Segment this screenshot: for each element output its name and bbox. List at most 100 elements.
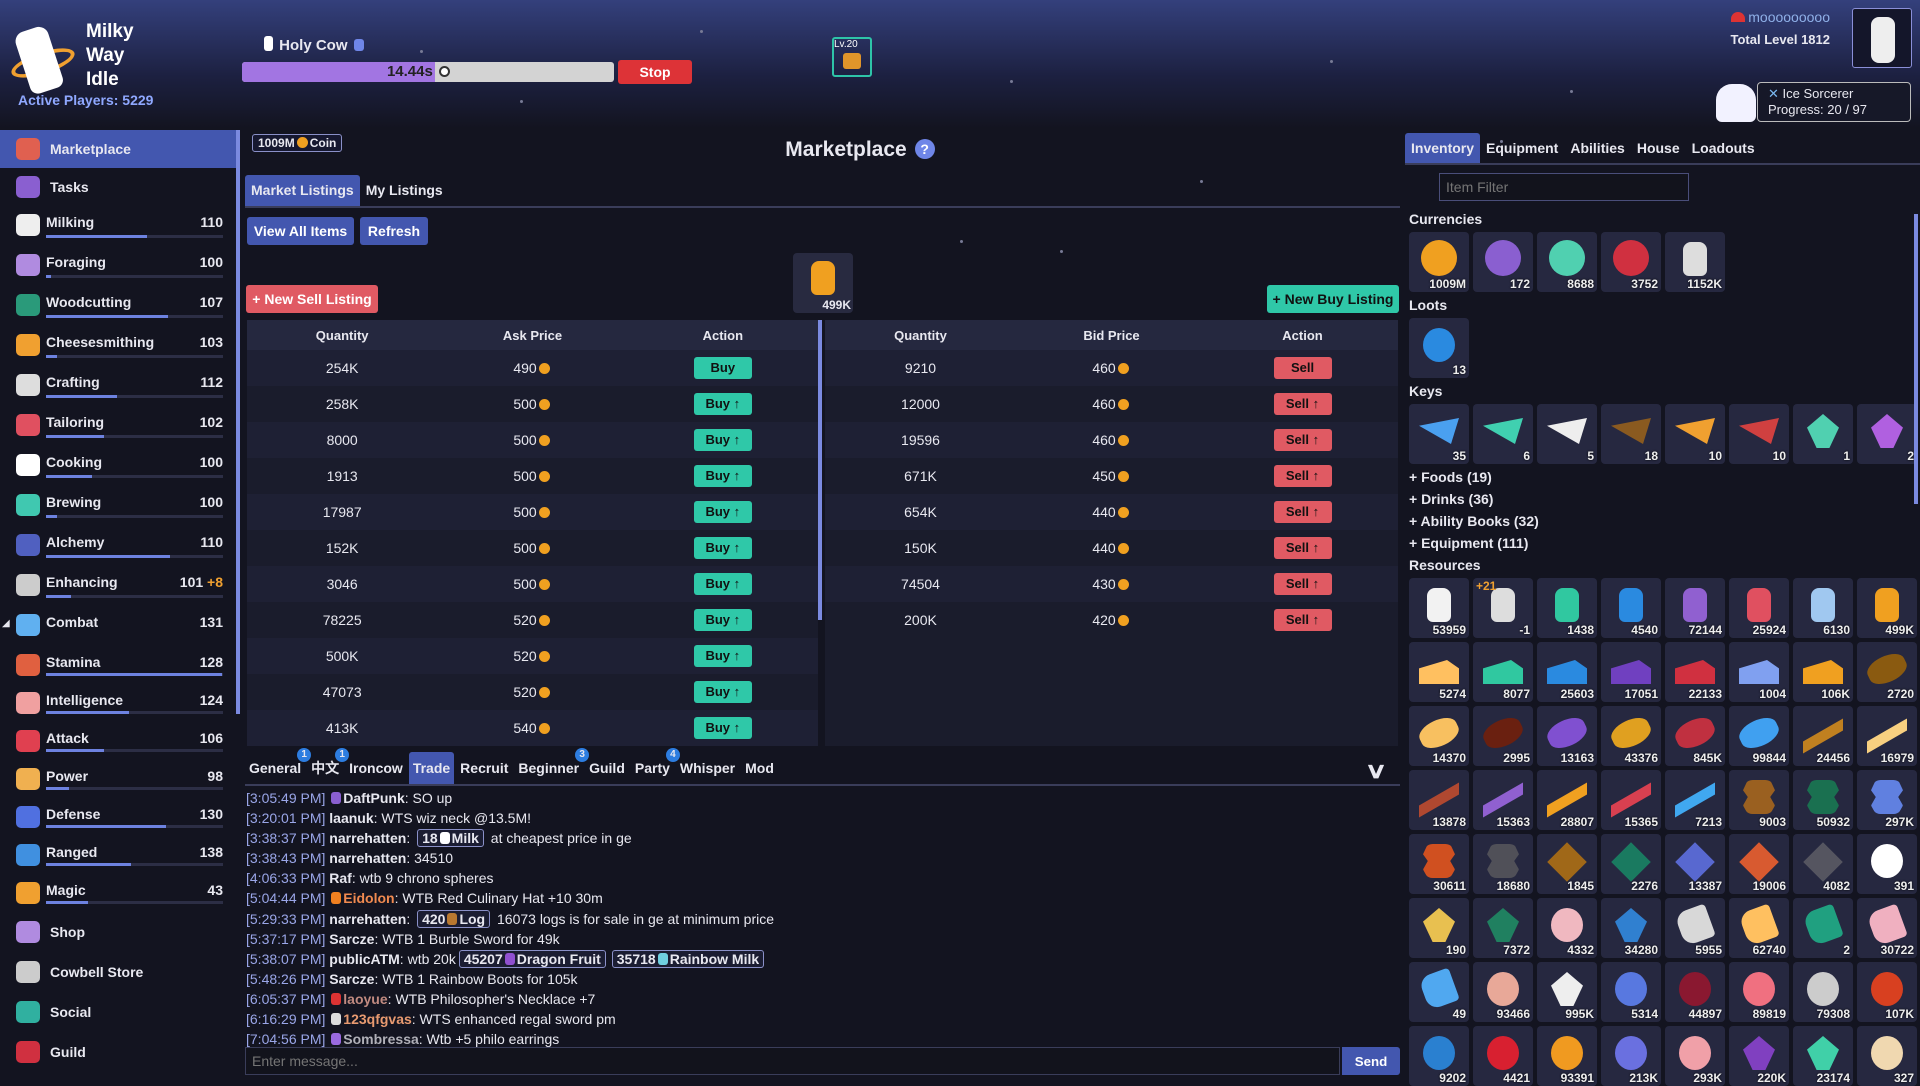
message-user[interactable]: narrehatten	[329, 850, 407, 867]
inventory-item[interactable]: 15363	[1473, 770, 1533, 830]
sidebar-item-tailoring[interactable]: Tailoring 102	[0, 406, 237, 446]
buy-button[interactable]: Buy ↑	[693, 537, 752, 559]
buy-button[interactable]: Buy	[693, 357, 752, 379]
inventory-item[interactable]: 24456	[1793, 706, 1853, 766]
buy-button[interactable]: Buy ↑	[693, 393, 752, 415]
inventory-item[interactable]: 1004	[1729, 642, 1789, 702]
message-user[interactable]: DaftPunk	[343, 790, 405, 806]
message-user[interactable]: laanuk	[329, 810, 374, 827]
sidebar-item-intelligence[interactable]: Intelligence 124	[0, 684, 237, 722]
inventory-item[interactable]: 995K	[1537, 962, 1597, 1022]
inventory-item[interactable]: 499K	[1857, 578, 1917, 638]
inventory-item[interactable]: 293K	[1665, 1026, 1725, 1086]
sidebar-item-cheesesmithing[interactable]: Cheesesmithing 103	[0, 326, 237, 366]
sidebar-item-cowbell-store[interactable]: Cowbell Store	[0, 952, 237, 992]
sidebar-item-shop[interactable]: Shop	[0, 912, 237, 952]
avatar[interactable]	[1852, 8, 1912, 68]
sidebar-item-magic[interactable]: Magic 43	[0, 874, 237, 912]
sidebar-item-cooking[interactable]: Cooking 100	[0, 446, 237, 486]
inventory-item[interactable]: 106K	[1793, 642, 1853, 702]
buy-button[interactable]: Buy ↑	[693, 501, 752, 523]
inventory-item[interactable]: +21 -1	[1473, 578, 1533, 638]
inventory-item[interactable]: 93466	[1473, 962, 1533, 1022]
message-user[interactable]: Raf	[329, 870, 352, 887]
inventory-item[interactable]: 6130	[1793, 578, 1853, 638]
inventory-item[interactable]: 7372	[1473, 898, 1533, 958]
inventory-item[interactable]: 2	[1793, 898, 1853, 958]
chat-input[interactable]	[245, 1047, 1340, 1075]
sidebar-item-crafting[interactable]: Crafting 112	[0, 366, 237, 406]
inventory-item[interactable]: 30722	[1857, 898, 1917, 958]
inventory-item[interactable]: 10	[1729, 404, 1789, 464]
inventory-item[interactable]: 13	[1409, 318, 1469, 378]
sidebar-item-power[interactable]: Power 98	[0, 760, 237, 798]
inventory-item[interactable]: 15365	[1601, 770, 1661, 830]
inventory-item[interactable]: 19006	[1729, 834, 1789, 894]
sidebar-item-marketplace[interactable]: Marketplace	[0, 130, 237, 168]
sell-button[interactable]: Sell ↑	[1273, 609, 1332, 631]
username[interactable]: mooooooooo	[1731, 9, 1830, 25]
buy-button[interactable]: Buy ↑	[693, 645, 752, 667]
buy-button[interactable]: Buy ↑	[693, 429, 752, 451]
sidebar-item-combat[interactable]: Combat 131	[0, 606, 237, 646]
item-link-chip[interactable]: 18 Milk	[417, 829, 484, 848]
inventory-item[interactable]: 5274	[1409, 642, 1469, 702]
inventory-item[interactable]: 7213	[1665, 770, 1725, 830]
section-drinks[interactable]: + Drinks (36)	[1409, 491, 1494, 507]
inventory-item[interactable]: 25603	[1537, 642, 1597, 702]
help-icon[interactable]: ?	[914, 139, 935, 159]
inventory-item[interactable]: 2	[1857, 404, 1917, 464]
inventory-item[interactable]: 327	[1857, 1026, 1917, 1086]
inventory-item[interactable]: 5314	[1601, 962, 1661, 1022]
sell-button[interactable]: Sell ↑	[1273, 537, 1332, 559]
inventory-scrollbar[interactable]	[1914, 214, 1918, 504]
item-link-chip[interactable]: 420 Log	[417, 909, 491, 928]
chat-tab-party[interactable]: Party 4	[631, 748, 680, 784]
inventory-item[interactable]: 99844	[1729, 706, 1789, 766]
inventory-item[interactable]: 9003	[1729, 770, 1789, 830]
inventory-item[interactable]: 72144	[1665, 578, 1725, 638]
inventory-item[interactable]: 18680	[1473, 834, 1533, 894]
inventory-item[interactable]: 107K	[1857, 962, 1917, 1022]
inventory-item[interactable]: 8688	[1537, 232, 1597, 292]
inventory-item[interactable]: 34280	[1601, 898, 1661, 958]
buy-button[interactable]: Buy ↑	[693, 465, 752, 487]
inventory-item[interactable]: 2720	[1857, 642, 1917, 702]
inventory-item[interactable]: 18	[1601, 404, 1661, 464]
chat-tab-general[interactable]: General 1	[245, 748, 312, 784]
inventory-item[interactable]: 172	[1473, 232, 1533, 292]
tab-market-listings[interactable]: Market Listings	[245, 175, 360, 206]
inventory-item[interactable]: 3752	[1601, 232, 1661, 292]
message-user[interactable]: Sombressa	[343, 1031, 419, 1048]
sidebar-item-attack[interactable]: Attack 106	[0, 722, 237, 760]
inventory-item[interactable]: 23174	[1793, 1026, 1853, 1086]
inventory-item[interactable]: 22133	[1665, 642, 1725, 702]
inventory-item[interactable]: 391	[1857, 834, 1917, 894]
chat-tab-mod[interactable]: Mod	[745, 760, 774, 776]
inventory-item[interactable]: 1009M	[1409, 232, 1469, 292]
sidebar-item-ranged[interactable]: Ranged 138	[0, 836, 237, 874]
chat-tab-ironcow[interactable]: Ironcow	[349, 760, 403, 776]
tab-inventory[interactable]: Inventory	[1405, 133, 1481, 163]
new-sell-listing-button[interactable]: + New Sell Listing	[246, 285, 378, 313]
sell-button[interactable]: Sell ↑	[1273, 429, 1332, 451]
buy-button[interactable]: Buy ↑	[693, 609, 752, 631]
sidebar-item-milking[interactable]: Milking 110	[0, 206, 237, 246]
sidebar-item-stamina[interactable]: Stamina 128	[0, 646, 237, 684]
inventory-item[interactable]: 6	[1473, 404, 1533, 464]
inventory-item[interactable]: 13878	[1409, 770, 1469, 830]
inventory-item[interactable]: 297K	[1857, 770, 1917, 830]
selected-item[interactable]: 499K	[793, 253, 853, 313]
sidebar-item-defense[interactable]: Defense 130	[0, 798, 237, 836]
message-user[interactable]: laoyue	[343, 990, 388, 1007]
inventory-item[interactable]: 1	[1793, 404, 1853, 464]
buy-button[interactable]: Buy ↑	[693, 681, 752, 703]
inventory-item[interactable]: 1152K	[1665, 232, 1725, 292]
message-user[interactable]: Sarcze	[329, 970, 375, 987]
inventory-item[interactable]: 1845	[1537, 834, 1597, 894]
inventory-item[interactable]: 30611	[1409, 834, 1469, 894]
sidebar-item-enhancing[interactable]: Enhancing 101 +8	[0, 566, 237, 606]
item-link-chip[interactable]: 35718 Rainbow Milk	[611, 949, 765, 968]
chat-tab-trade[interactable]: Trade	[408, 752, 455, 784]
inventory-item[interactable]: 845K	[1665, 706, 1725, 766]
